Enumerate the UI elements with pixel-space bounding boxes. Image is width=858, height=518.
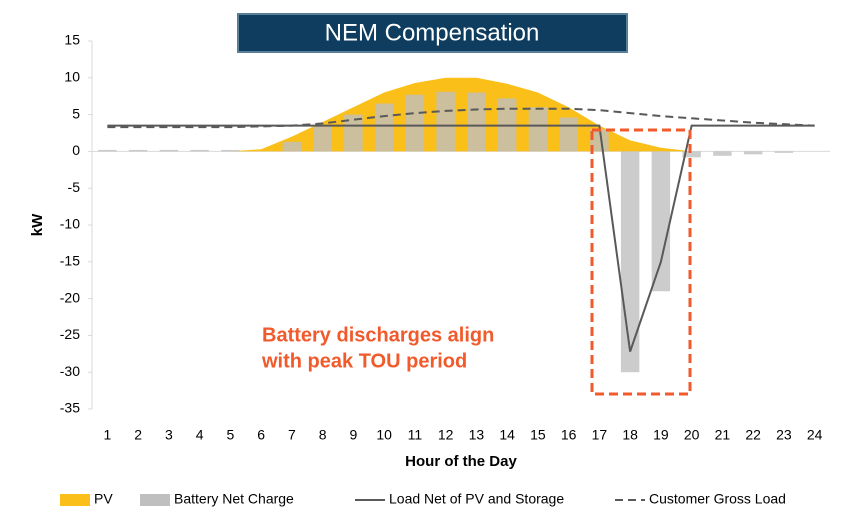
bar [436,91,455,152]
legend-label: Load Net of PV and Storage [389,491,564,507]
x-tick-label: 20 [684,427,700,443]
x-tick-label: 7 [288,427,296,443]
y-tick-label: 10 [64,69,80,85]
x-tick-label: 21 [715,427,731,443]
area [107,77,815,152]
x-axis-title: Hour of the Day [405,453,517,470]
x-tick-label: 3 [165,427,173,443]
bar [559,117,578,152]
bar [344,114,363,152]
y-tick-label: -35 [60,400,80,416]
legend-swatch [140,494,170,506]
bar [620,151,640,373]
bar [313,125,332,152]
y-tick-label: 5 [72,105,80,121]
legend-swatch [60,494,90,506]
line [107,124,815,352]
x-tick-label: 16 [561,427,577,443]
x-tick-label: 5 [226,427,234,443]
annotation: with peak TOU period [261,350,467,372]
bar [467,92,486,152]
x-tick-label: 15 [530,427,546,443]
x-tick-label: 14 [499,427,515,443]
x-tick-label: 17 [592,427,608,443]
y-tick-label: -5 [68,179,81,195]
bar [128,149,148,152]
title-box [237,13,628,53]
x-tick-label: 8 [319,427,327,443]
x-tick-label: 19 [653,427,669,443]
bar [743,151,763,155]
bar [405,94,425,152]
legend-label: PV [94,491,113,507]
legend-label: Battery Net Charge [174,491,294,507]
bar [159,149,179,152]
x-tick-label: 4 [196,427,204,443]
x-tick-label: 11 [408,427,423,443]
bar [682,151,701,158]
y-tick-label: -15 [60,253,80,269]
bar [282,141,302,152]
x-tick-label: 22 [745,427,761,443]
x-tick-label: 9 [349,427,357,443]
x-tick-label: 18 [622,427,638,443]
y-tick-label: -10 [60,216,80,232]
y-axis-title: kW [29,213,46,236]
chart-title: NEM Compensation [325,19,540,46]
x-tick-label: 6 [257,427,265,443]
bar [774,151,794,153]
bar [190,149,209,152]
annotation: Battery discharges align [262,324,494,346]
annotation-box [590,128,692,396]
bar [374,103,394,152]
x-tick-label: 1 [103,427,111,443]
bar [590,129,609,152]
bar [98,149,117,152]
x-tick-label: 2 [134,427,142,443]
bar [713,151,732,156]
bar [528,107,548,152]
bar [221,149,240,152]
y-tick-label: -20 [60,289,80,305]
x-tick-label: 10 [376,427,392,443]
y-tick-label: 15 [64,32,80,48]
x-tick-label: 23 [776,427,792,443]
legend-label: Customer Gross Load [649,491,786,507]
y-tick-label: 0 [72,142,80,158]
y-tick-label: -25 [60,326,80,342]
x-tick-label: 12 [438,427,454,443]
x-tick-label: 24 [807,427,823,443]
bar [651,151,671,292]
y-tick-label: -30 [60,363,80,379]
line [107,107,815,129]
x-tick-label: 13 [469,427,485,443]
